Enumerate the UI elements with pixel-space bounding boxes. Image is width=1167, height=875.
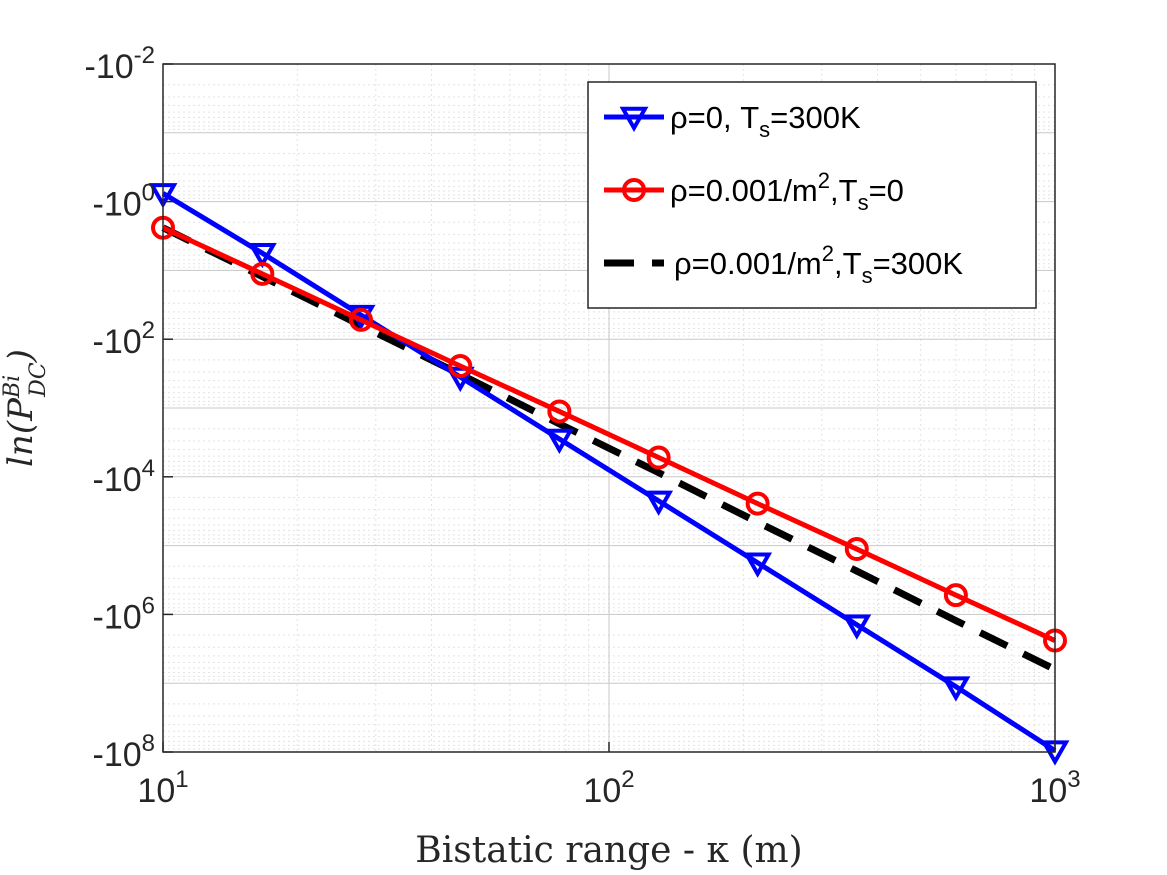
circle-marker: [646, 445, 671, 470]
legend: ρ=0, Ts=300K ρ=0.001/m2,Ts=0 ρ=0.001/m2,Ts…: [587, 81, 1037, 309]
series-line: [161, 225, 1057, 643]
axis-labels: Bistatic range - κ (m) ln(PBiDC): [0, 349, 803, 871]
series-2: [161, 224, 1057, 673]
triangle-marker: [743, 552, 773, 578]
y-tick-label: -102: [93, 317, 156, 361]
triangle-marker: [619, 106, 649, 133]
legend-entry-0: ρ=0, Ts=300K: [604, 100, 861, 142]
triangle-marker: [544, 428, 574, 454]
x-tick-label: 102: [583, 766, 634, 810]
series-line: [161, 224, 1057, 673]
legend-label: ρ=0.001/m2,Ts=0: [670, 168, 904, 215]
triangle-marker: [247, 242, 277, 269]
circle-marker: [547, 399, 572, 424]
x-axis-label: Bistatic range - κ (m): [415, 830, 802, 871]
y-tick-label: -108: [93, 730, 156, 774]
legend-entry-2: ρ=0.001/m2,Ts=300K: [604, 241, 963, 288]
ticks: 101 102 103 -10-2 -100 -102 -104 -106 -108: [85, 42, 1081, 810]
triangle-marker: [842, 614, 872, 640]
circle-marker: [250, 261, 275, 286]
y-tick-label: -104: [93, 455, 156, 499]
legend-label: ρ=0, Ts=300K: [670, 100, 861, 142]
circle-marker: [349, 307, 374, 332]
y-tick-label: -100: [93, 180, 156, 224]
legend-label: ρ=0.001/m2,Ts=300K: [674, 241, 963, 288]
series-1: [151, 215, 1067, 653]
circle-marker: [745, 491, 770, 516]
series-layer: [148, 183, 1070, 766]
legend-box: [587, 81, 1037, 309]
triangle-marker: [644, 490, 674, 516]
circle-marker: [943, 583, 968, 608]
y-tick-label: -10-2: [85, 42, 155, 86]
circle-marker: [844, 537, 869, 562]
triangle-marker: [941, 676, 971, 702]
triangle-marker: [445, 366, 475, 393]
y-axis-label: ln(PBiDC): [0, 349, 51, 467]
legend-entry-1: ρ=0.001/m2,Ts=0: [604, 168, 904, 215]
circle-marker: [448, 354, 473, 379]
y-tick-label: -106: [93, 592, 156, 636]
circle-marker: [622, 178, 646, 202]
series-line: [161, 191, 1057, 753]
x-tick-label: 103: [1029, 766, 1080, 810]
x-tick-label: 101: [137, 766, 188, 810]
